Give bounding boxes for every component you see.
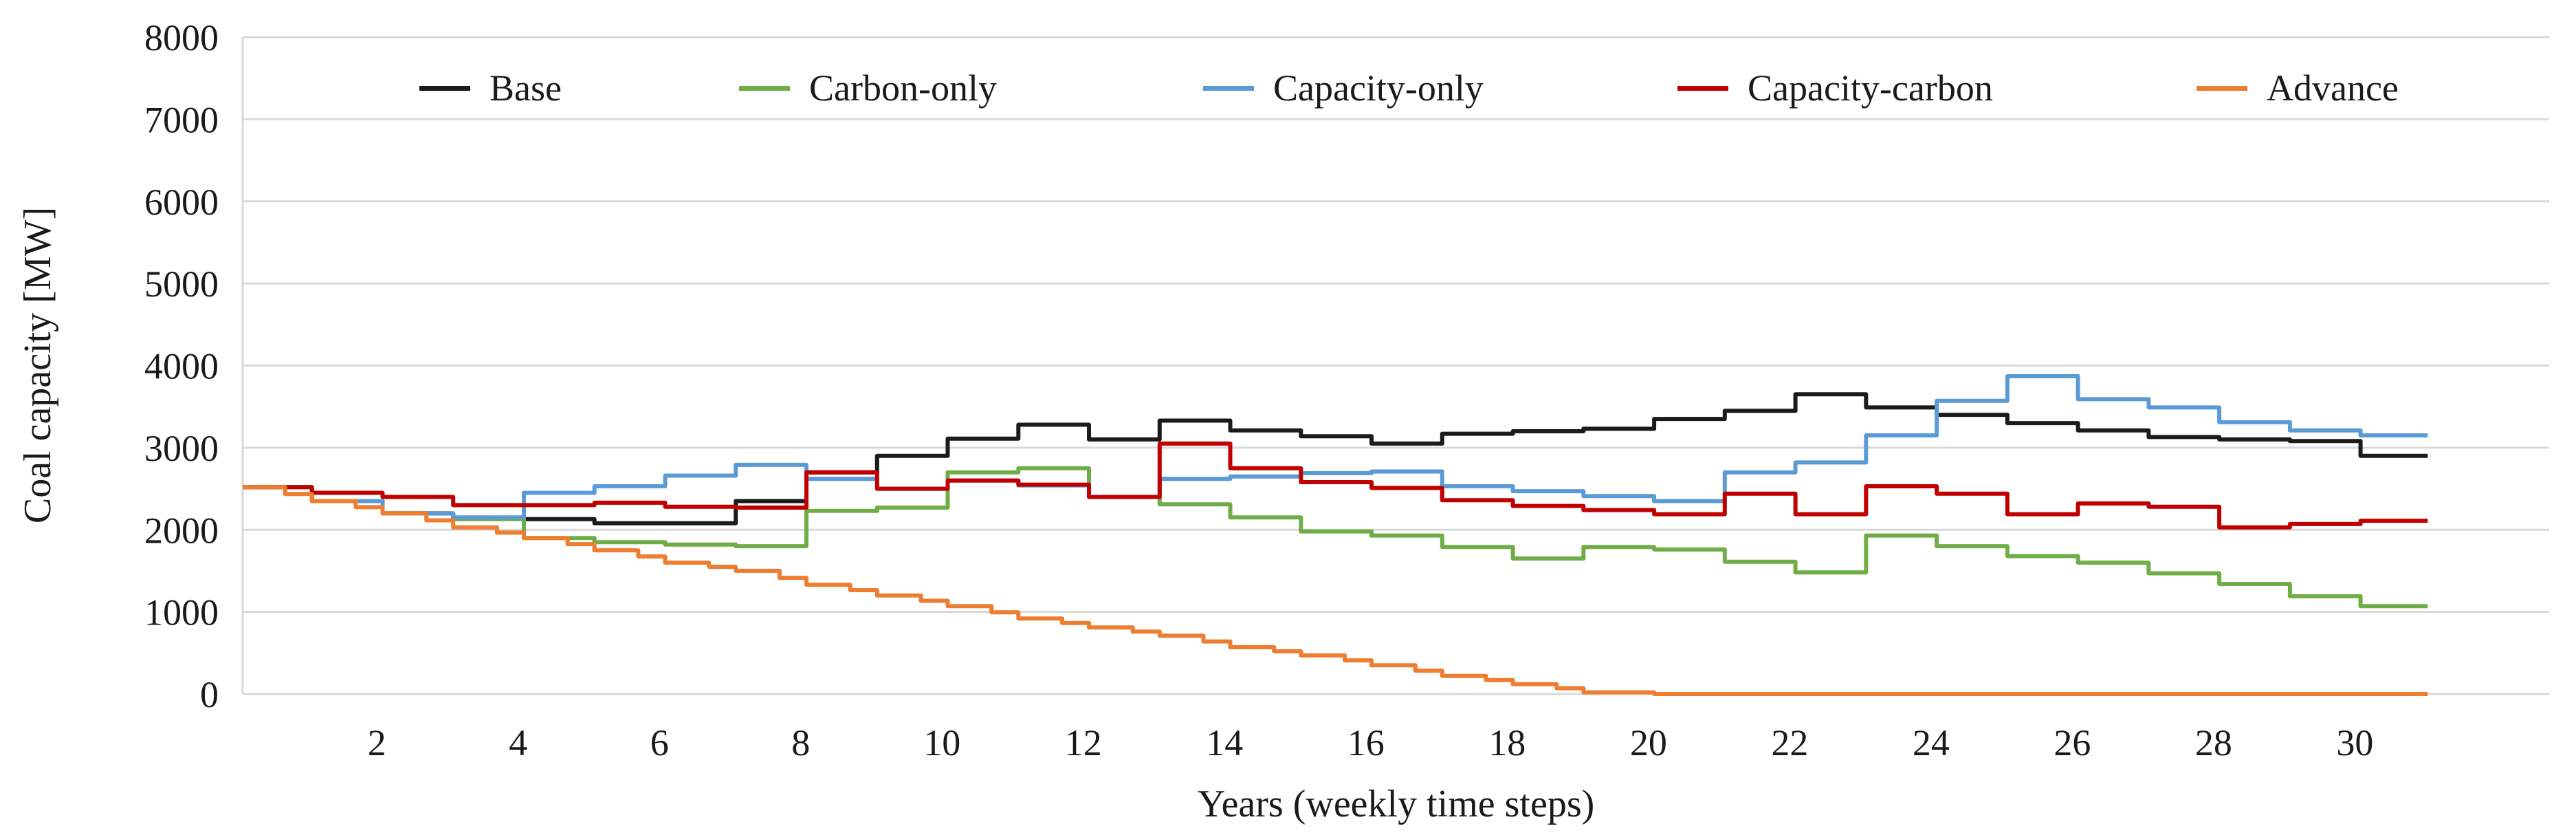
legend-item-advance: Advance [2197, 66, 2399, 110]
x-tick-label-4: 4 [509, 722, 527, 763]
y-tick-label-7000: 7000 [144, 99, 219, 140]
series-carbon-only-line [243, 466, 2428, 609]
legend-label-base: Base [489, 67, 562, 109]
x-tick-label-24: 24 [1913, 722, 1950, 763]
legend-item-carbon-only: Carbon-only [739, 66, 997, 110]
legend-item-base: Base [419, 66, 562, 110]
x-tick-label-22: 22 [1771, 722, 1808, 763]
y-tick-label-1000: 1000 [144, 592, 219, 633]
legend-line-swatch-advance [2197, 85, 2247, 91]
y-axis-title: Coal capacity [MW] [16, 206, 59, 524]
x-tick-label-16: 16 [1347, 722, 1385, 763]
series-advance-line [243, 485, 2428, 696]
y-tick-label-6000: 6000 [144, 182, 219, 223]
x-tick-label-2: 2 [368, 722, 386, 763]
x-tick-label-26: 26 [2054, 722, 2091, 763]
y-tick-label-3000: 3000 [144, 428, 219, 469]
x-tick-label-8: 8 [791, 722, 810, 763]
x-tick-label-28: 28 [2195, 722, 2232, 763]
x-tick-label-30: 30 [2336, 722, 2373, 763]
legend-line-swatch-capacity-carbon [1677, 85, 1728, 91]
y-tick-label-8000: 8000 [144, 17, 219, 58]
legend-line-swatch-capacity-only [1203, 85, 1254, 91]
legend-line-swatch-carbon-only [739, 85, 790, 91]
legend-item-capacity-carbon: Capacity-carbon [1677, 66, 1993, 110]
x-tick-label-12: 12 [1065, 722, 1102, 763]
legend-item-capacity-only: Capacity-only [1203, 66, 1484, 110]
y-tick-label-4000: 4000 [144, 346, 219, 387]
series-base-line [243, 392, 2428, 525]
x-tick-label-14: 14 [1206, 722, 1243, 763]
legend-label-capacity-carbon: Capacity-carbon [1748, 67, 1993, 109]
x-tick-label-6: 6 [650, 722, 669, 763]
x-tick-label-10: 10 [923, 722, 960, 763]
legend-label-capacity-only: Capacity-only [1273, 67, 1484, 109]
legend-label-advance: Advance [2267, 67, 2399, 109]
y-tick-label-2000: 2000 [144, 510, 219, 551]
legend-line-swatch-base [419, 85, 470, 91]
x-axis-title: Years (weekly time steps) [1197, 783, 1595, 825]
series-capacity-carbon-line [243, 441, 2428, 530]
series-capacity-only-line [243, 374, 2428, 520]
x-tick-label-18: 18 [1488, 722, 1526, 763]
legend-label-carbon-only: Carbon-only [809, 67, 997, 109]
x-tick-label-20: 20 [1630, 722, 1667, 763]
y-tick-label-0: 0 [200, 674, 219, 715]
y-tick-label-5000: 5000 [144, 263, 219, 305]
